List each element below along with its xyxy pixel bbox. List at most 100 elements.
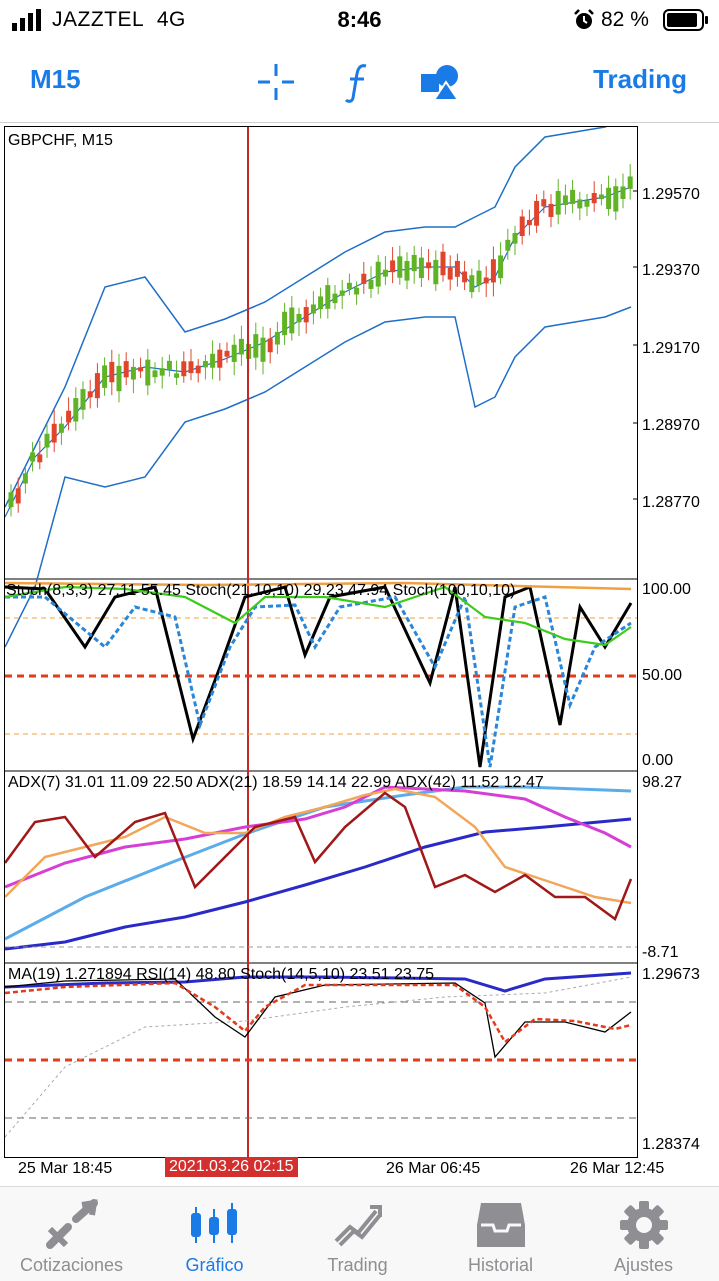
adx-axis-label: -8.71 xyxy=(642,944,679,961)
candle-body xyxy=(210,353,216,368)
candle-body xyxy=(138,367,144,372)
candle-body xyxy=(116,365,122,392)
tab-settings[interactable]: Ajustes xyxy=(572,1187,715,1281)
tab-history[interactable]: Historial xyxy=(429,1187,572,1281)
stoch-axis-label: 50.00 xyxy=(642,667,683,684)
candle-body xyxy=(195,365,201,374)
history-icon xyxy=(477,1203,525,1247)
chart-icon xyxy=(191,1203,237,1243)
candle-body xyxy=(224,350,230,357)
candle-body xyxy=(109,361,115,383)
candle-body xyxy=(627,176,633,189)
tab-chart[interactable]: Gráfico xyxy=(143,1187,286,1281)
adx7-plus-line xyxy=(5,785,632,889)
adx7-main-line xyxy=(5,791,633,921)
candle-body xyxy=(238,338,244,355)
time-axis-label: 26 Mar 06:45 xyxy=(386,1160,481,1177)
stoch-axis-label: 100.00 xyxy=(642,581,691,598)
adx7-minus-line xyxy=(5,787,632,905)
price-axis-label: 1.29570 xyxy=(642,186,700,203)
function-icon[interactable] xyxy=(342,60,376,104)
candle-body xyxy=(346,282,352,290)
candle-body xyxy=(613,186,619,212)
candle-body xyxy=(332,293,338,304)
toolbar-divider xyxy=(0,122,719,123)
candle-body xyxy=(231,344,237,362)
price-axis-label: 1.28770 xyxy=(642,494,700,511)
candle-body xyxy=(404,260,410,281)
candle-body xyxy=(490,259,496,283)
candle-body xyxy=(512,233,518,244)
adx-header: ADX(7) 31.01 11.09 22.50 ADX(21) 18.59 1… xyxy=(8,774,544,791)
bollinger-middle xyxy=(5,186,632,518)
candle-body xyxy=(130,366,136,380)
stoch-long-line xyxy=(5,581,632,591)
trading-button[interactable]: Trading xyxy=(593,64,687,94)
candle-body xyxy=(94,373,100,399)
tab-label: Cotizaciones xyxy=(19,1255,124,1275)
candle-body xyxy=(584,200,590,207)
candle-body xyxy=(181,361,187,377)
candle-body xyxy=(418,257,424,279)
candle-body xyxy=(260,337,266,362)
time-axis-label: 26 Mar 12:45 xyxy=(570,1160,665,1177)
battery-icon xyxy=(663,9,708,31)
candle-body xyxy=(447,267,453,280)
stoch-axis-label: 0.00 xyxy=(642,752,674,769)
candle-body xyxy=(382,269,388,277)
time-axis-label: 25 Mar 18:45 xyxy=(18,1160,113,1177)
chart-drawing xyxy=(5,127,637,1157)
price-axis-label: 1.28970 xyxy=(642,417,700,434)
candle-body xyxy=(289,307,295,334)
tab-quotes[interactable]: Cotizaciones xyxy=(0,1187,143,1281)
price-axis-label: 1.29170 xyxy=(642,340,700,357)
candle-body xyxy=(217,349,223,368)
candle-body xyxy=(123,361,129,378)
cursor-time-badge: 2021.03.26 02:15 xyxy=(165,1157,298,1177)
candle-body xyxy=(44,433,50,448)
candle-body xyxy=(15,488,21,504)
bottom-tab-bar: Cotizaciones Gráfico Trading Historial xyxy=(0,1186,719,1281)
candle-body xyxy=(73,398,79,422)
candle-body xyxy=(80,389,86,410)
carrier-name: JAZZTEL 4G xyxy=(52,8,186,31)
ma-line xyxy=(5,976,632,1138)
tab-label: Historial xyxy=(467,1255,533,1275)
battery-percent: 82 % xyxy=(601,8,649,31)
chart-canvas[interactable] xyxy=(4,126,638,1158)
candle-body xyxy=(202,360,208,368)
candle-body xyxy=(267,338,273,353)
tab-label: Gráfico xyxy=(185,1255,244,1275)
candle-body xyxy=(541,199,547,207)
candle-body xyxy=(145,359,151,386)
candle-body xyxy=(577,199,583,209)
candle-body xyxy=(498,255,504,279)
bollinger-lower xyxy=(5,306,632,648)
tab-trading[interactable]: Trading xyxy=(286,1187,429,1281)
candle-body xyxy=(476,270,482,286)
candle-body xyxy=(454,260,460,277)
period-button[interactable]: M15 xyxy=(30,64,81,94)
signal-icon xyxy=(12,9,41,31)
candle-body xyxy=(570,189,576,204)
candle-body xyxy=(562,195,568,205)
stoch-header: Stoch(8,3,3) 27.11 55.45 Stoch(21,10,10)… xyxy=(6,582,516,599)
quotes-icon xyxy=(46,1199,98,1249)
candle-body xyxy=(339,290,345,296)
candle-body xyxy=(22,473,28,484)
candle-body xyxy=(440,251,446,276)
stoch14-line xyxy=(5,971,632,993)
trading-icon xyxy=(334,1205,382,1247)
candle-body xyxy=(166,360,172,370)
candle-body xyxy=(462,271,468,283)
stoch-slow-line xyxy=(5,585,632,647)
candle-body xyxy=(174,373,180,378)
candle-body xyxy=(102,365,108,388)
candle-body xyxy=(411,254,417,272)
rsi-header: MA(19) 1.271894 RSI(14) 48.80 Stoch(14,5… xyxy=(8,966,435,983)
candle-body xyxy=(598,194,604,200)
rsi-signal-line xyxy=(5,981,632,1044)
candle-body xyxy=(361,273,367,284)
crosshair-icon[interactable] xyxy=(254,60,298,104)
objects-icon[interactable] xyxy=(420,60,464,104)
